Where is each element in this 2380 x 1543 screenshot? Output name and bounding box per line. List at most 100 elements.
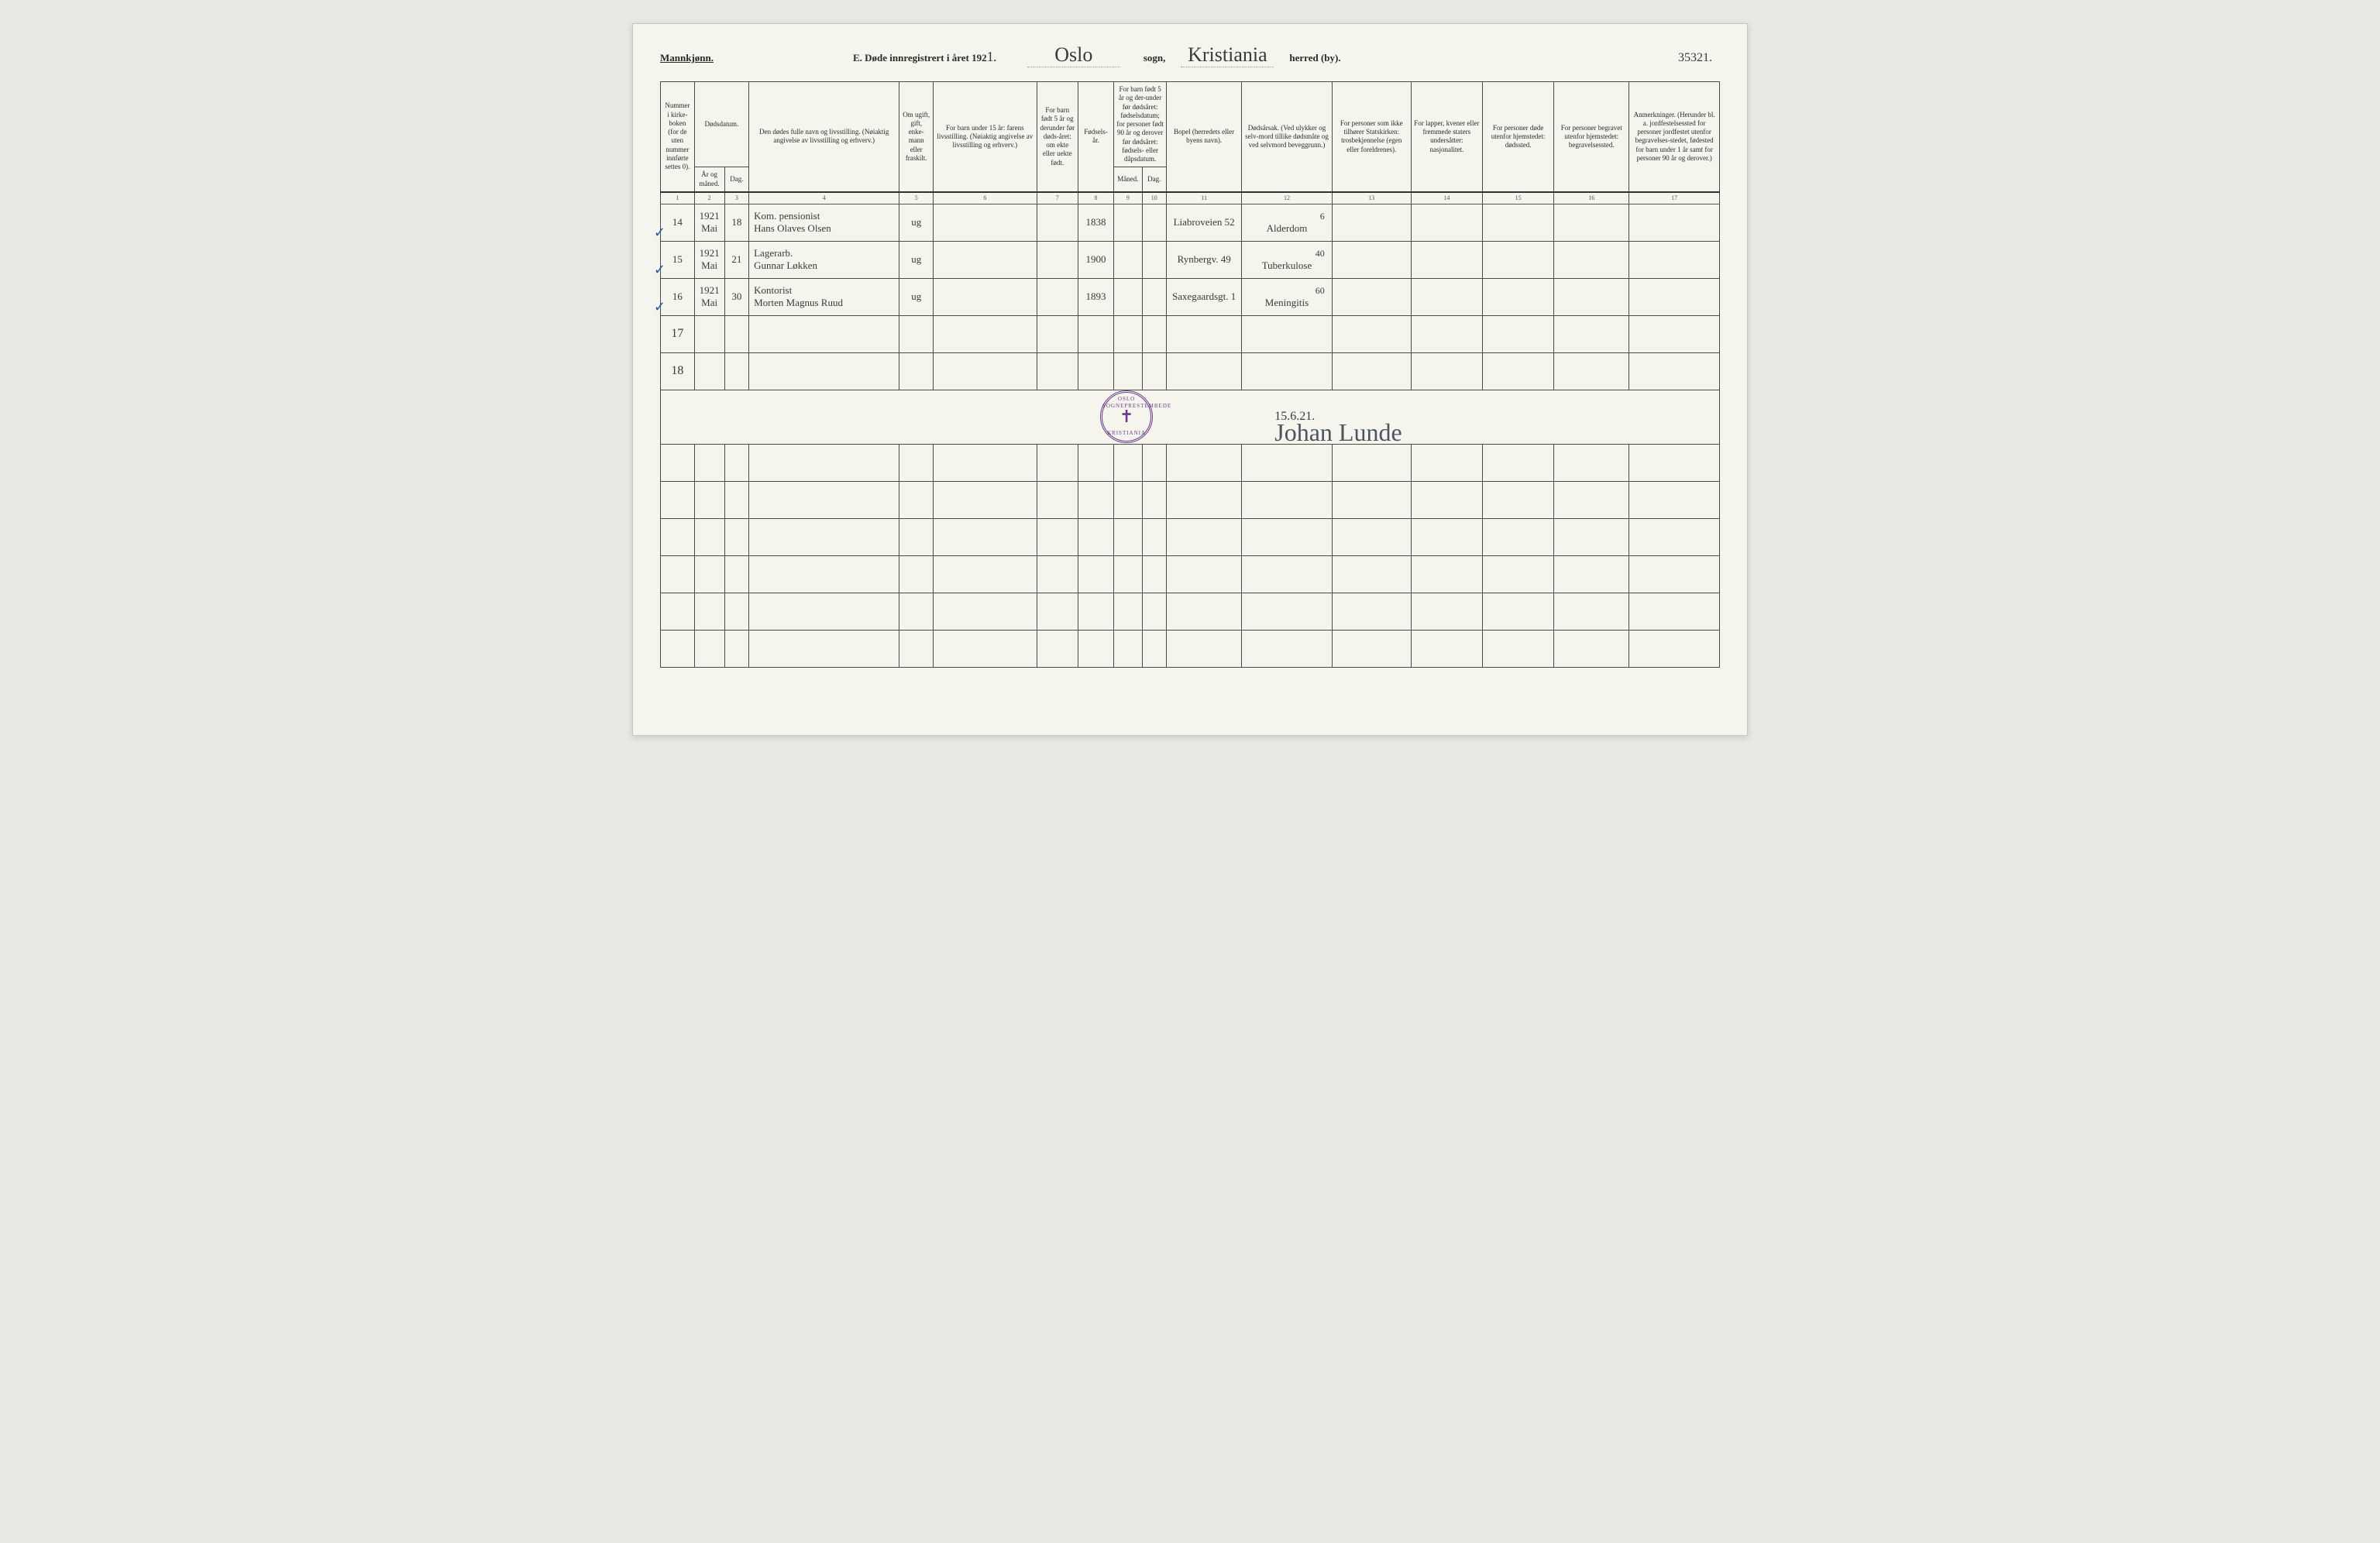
- empty-cell: [934, 315, 1037, 352]
- empty-cell: [934, 555, 1037, 593]
- empty-cell: [1242, 315, 1333, 352]
- empty-cell: [1114, 481, 1142, 518]
- entry-burialplace: [1554, 241, 1629, 278]
- entry-cause: 60Meningitis: [1242, 278, 1333, 315]
- stamp-text-top: OSLO SOGNEPRESTEMBEDE: [1102, 396, 1150, 410]
- table-row: ✓16 1921Mai 30 KontoristMorten Magnus Ru…: [661, 278, 1720, 315]
- empty-cell: [749, 518, 899, 555]
- empty-cell: [1332, 315, 1411, 352]
- empty-cell: [1142, 481, 1167, 518]
- empty-cell: [749, 593, 899, 630]
- col-header-year-month: År og måned.: [694, 167, 724, 192]
- entry-marital: ug: [899, 241, 934, 278]
- register-title-prefix: E. Døde innregistrert i året 192: [853, 52, 987, 64]
- entry-birth-day: [1142, 278, 1167, 315]
- register-page: 35321. Mannkjønn. E. Døde innregistrert …: [632, 23, 1748, 736]
- empty-cell: [1037, 315, 1078, 352]
- entry-name-occupation: KontoristMorten Magnus Ruud: [749, 278, 899, 315]
- empty-cell: [1554, 555, 1629, 593]
- colnum: 17: [1629, 192, 1720, 204]
- entry-day: 21: [724, 241, 749, 278]
- registrar-signature: Johan Lunde: [1274, 417, 1402, 448]
- empty-cell: [694, 444, 724, 481]
- empty-cell: [934, 481, 1037, 518]
- entry-nationality: [1411, 278, 1482, 315]
- signature-row: OSLO SOGNEPRESTEMBEDE ✝ KRISTIANIA 15.6.…: [661, 390, 1720, 444]
- cross-icon: ✝: [1119, 408, 1133, 425]
- entry-birth-month: [1114, 204, 1142, 241]
- empty-cell: [934, 630, 1037, 667]
- empty-cell: [934, 518, 1037, 555]
- col-header-number: Nummer i kirke-boken (for de uten nummer…: [661, 82, 695, 192]
- col-header-day: Dag.: [724, 167, 749, 192]
- empty-cell: [1167, 555, 1242, 593]
- col-header-birth-month: Måned.: [1114, 167, 1142, 192]
- entry-year-month: 1921Mai: [694, 204, 724, 241]
- table-row: 17: [661, 315, 1720, 352]
- col-header-deathplace: For personer døde utenfor hjemstedet: dø…: [1482, 82, 1553, 192]
- col-header-deathdate: Dødsdatum.: [694, 82, 748, 167]
- empty-cell: [661, 444, 695, 481]
- empty-cell: [1411, 352, 1482, 390]
- col-header-birthdate: For barn født 5 år og der-under før døds…: [1114, 82, 1167, 167]
- table-row: [661, 444, 1720, 481]
- entry-birth-day: [1142, 204, 1167, 241]
- colnum: 7: [1037, 192, 1078, 204]
- entry-name-occupation: Kom. pensionistHans Olaves Olsen: [749, 204, 899, 241]
- empty-cell: [1629, 555, 1720, 593]
- empty-cell: [1078, 444, 1113, 481]
- empty-cell: [1482, 518, 1553, 555]
- entry-marital: ug: [899, 278, 934, 315]
- empty-cell: [1629, 593, 1720, 630]
- empty-cell: [749, 630, 899, 667]
- period: .: [994, 52, 996, 64]
- empty-cell: [1411, 555, 1482, 593]
- empty-cell: [1482, 481, 1553, 518]
- empty-cell: [1332, 352, 1411, 390]
- col-header-legit: For barn født 5 år og derunder før døds-…: [1037, 82, 1078, 192]
- entry-birthyear: 1893: [1078, 278, 1113, 315]
- year-suffix: 1: [987, 49, 994, 65]
- empty-cell: [1554, 444, 1629, 481]
- col-header-cause: Dødsårsak. (Ved ulykker og selv-mord til…: [1242, 82, 1333, 192]
- empty-cell: [1037, 518, 1078, 555]
- empty-cell: [1482, 630, 1553, 667]
- empty-cell: [1332, 444, 1411, 481]
- parish-label: sogn,: [1144, 52, 1166, 64]
- empty-cell: [1078, 352, 1113, 390]
- entry-nationality: [1411, 241, 1482, 278]
- empty-cell: [749, 352, 899, 390]
- col-header-birthyear: Fødsels-år.: [1078, 82, 1113, 192]
- entry-birth-day: [1142, 241, 1167, 278]
- entry-legit: [1037, 278, 1078, 315]
- entry-remarks: [1629, 278, 1720, 315]
- empty-cell: [1482, 555, 1553, 593]
- entry-birth-month: [1114, 241, 1142, 278]
- check-tick-icon: ✓: [654, 224, 666, 242]
- empty-cell: [1629, 481, 1720, 518]
- empty-cell: [1332, 555, 1411, 593]
- empty-cell: [899, 630, 934, 667]
- empty-cell: [661, 593, 695, 630]
- entry-deathplace: [1482, 278, 1553, 315]
- empty-cell: [1332, 481, 1411, 518]
- entry-parent-occ: [934, 278, 1037, 315]
- empty-cell: [1554, 481, 1629, 518]
- empty-cell: [1242, 555, 1333, 593]
- table-header: Nummer i kirke-boken (for de uten nummer…: [661, 82, 1720, 204]
- empty-cell: [1078, 315, 1113, 352]
- empty-cell: [1142, 630, 1167, 667]
- entry-birthyear: 1838: [1078, 204, 1113, 241]
- entry-day: 30: [724, 278, 749, 315]
- empty-cell: [1242, 630, 1333, 667]
- empty-cell: [724, 593, 749, 630]
- col-header-residence: Bopel (herredets eller byens navn).: [1167, 82, 1242, 192]
- colnum: 12: [1242, 192, 1333, 204]
- entry-burialplace: [1554, 278, 1629, 315]
- empty-cell: [1078, 518, 1113, 555]
- empty-cell: [1142, 444, 1167, 481]
- colnum: 1: [661, 192, 695, 204]
- col-header-remarks: Anmerkninger. (Herunder bl. a. jordfeste…: [1629, 82, 1720, 192]
- empty-cell: [1167, 481, 1242, 518]
- entry-parent-occ: [934, 241, 1037, 278]
